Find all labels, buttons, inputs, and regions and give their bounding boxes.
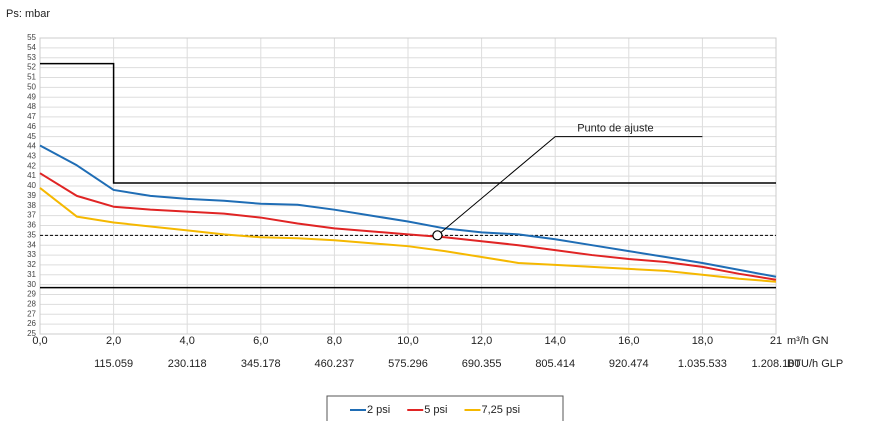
x2-tick-label: 115.059 [94, 358, 133, 370]
y-tick-label: 39 [27, 191, 36, 200]
y-tick-label: 36 [27, 221, 36, 230]
x-tick-label: 0,0 [32, 335, 47, 347]
y-tick-label: 25 [27, 329, 36, 338]
x2-tick-label: 460.237 [315, 358, 355, 370]
x-axis-label: m³/h GN [787, 335, 829, 347]
y-tick-label: 27 [27, 309, 36, 318]
x2-tick-label: 575.296 [388, 358, 428, 370]
y-tick-label: 34 [27, 240, 36, 249]
y-tick-label: 50 [27, 82, 36, 91]
y-tick-label: 47 [27, 112, 36, 121]
limit-line [40, 62, 776, 184]
y-tick-label: 28 [27, 300, 36, 309]
x-tick-label: 4,0 [180, 335, 195, 347]
y-tick-label: 42 [27, 161, 36, 170]
x2-tick-label: 1.035.533 [678, 358, 727, 370]
y-tick-label: 38 [27, 201, 36, 210]
x-tick-label: 14,0 [544, 335, 565, 347]
x-tick-label: 12,0 [471, 335, 492, 347]
y-axis-label: Ps: mbar [6, 8, 50, 20]
annotation-text: Punto de ajuste [577, 123, 653, 135]
x2-axis-label: BTU/h GLP [787, 358, 843, 370]
x-tick-label: 10,0 [397, 335, 418, 347]
y-tick-label: 52 [27, 63, 36, 72]
legend-label: 7,25 psi [482, 404, 521, 416]
x2-tick-label: 230.118 [168, 358, 207, 370]
y-tick-label: 48 [27, 102, 36, 111]
y-tick-label: 40 [27, 181, 36, 190]
x-tick-label: 6,0 [253, 335, 268, 347]
y-tick-label: 45 [27, 132, 36, 141]
series-line [39, 144, 777, 278]
y-tick-label: 29 [27, 290, 36, 299]
x-tick-label: 16,0 [618, 335, 639, 347]
y-tick-label: 54 [27, 43, 36, 52]
legend-box [326, 395, 564, 421]
y-tick-label: 37 [27, 211, 36, 220]
y-tick-label: 32 [27, 260, 36, 269]
y-tick-label: 44 [27, 142, 36, 151]
y-tick-label: 30 [27, 280, 36, 289]
series-line [39, 172, 777, 281]
y-tick-label: 53 [27, 53, 36, 62]
x2-tick-label: 1.208.100 [752, 358, 801, 370]
x2-tick-label: 345.178 [241, 358, 281, 370]
legend: 2 psi 5 psi 7,25 psi [326, 395, 564, 421]
series-line [39, 187, 777, 283]
y-tick-label: 43 [27, 152, 36, 161]
y-tick-label: 49 [27, 92, 36, 101]
x2-tick-label: 805.414 [535, 358, 575, 370]
y-tick-label: 46 [27, 122, 36, 131]
y-tick-label: 51 [27, 73, 36, 82]
legend-label: 5 psi [424, 404, 447, 416]
x-tick-label: 18,0 [692, 335, 713, 347]
x2-tick-label: 690.355 [462, 358, 502, 370]
y-tick-label: 26 [27, 319, 36, 328]
plot-frame [39, 37, 777, 335]
legend-label: 2 psi [367, 404, 390, 416]
annotation-point [432, 230, 443, 241]
y-tick-label: 35 [27, 230, 36, 239]
y-tick-label: 33 [27, 250, 36, 259]
annotation-leader [437, 136, 703, 236]
y-tick-label: 55 [27, 33, 36, 42]
y-tick-label: 41 [27, 171, 36, 180]
x-tick-label: 8,0 [327, 335, 342, 347]
x-tick-label: 2,0 [106, 335, 121, 347]
y-tick-label: 31 [27, 270, 36, 279]
x2-tick-label: 920.474 [609, 358, 649, 370]
x-tick-label: 21 [770, 335, 782, 347]
